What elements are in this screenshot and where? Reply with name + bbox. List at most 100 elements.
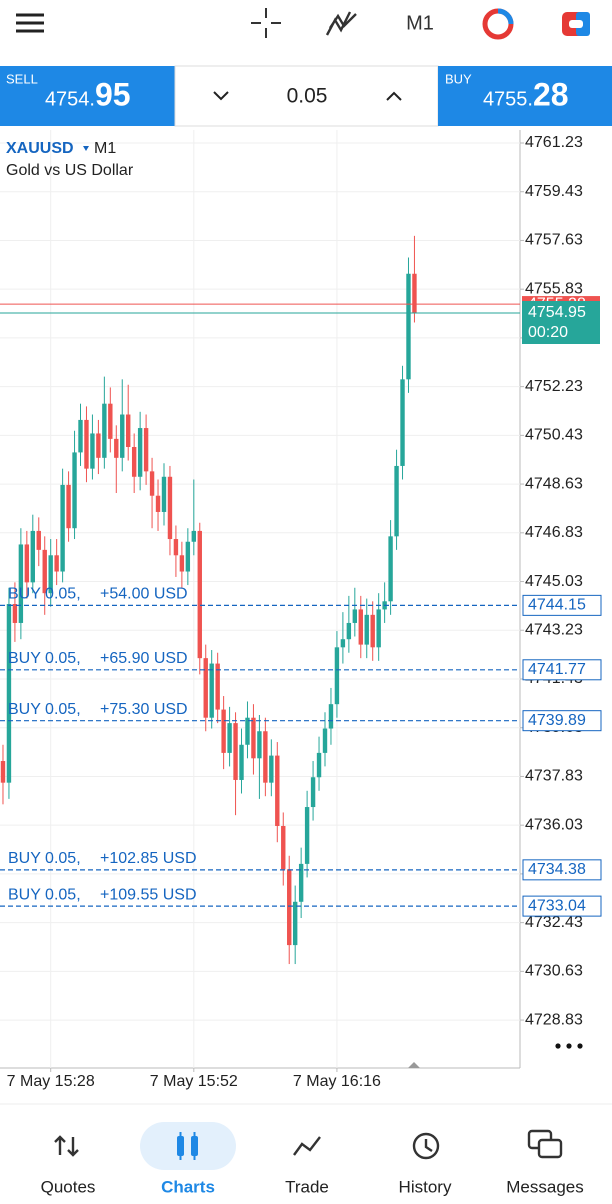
y-tick-label: 4750.43 <box>525 427 583 444</box>
nav-tab[interactable]: Quotes <box>41 1177 96 1196</box>
candle-body <box>131 446 137 477</box>
buy-button[interactable] <box>438 66 612 126</box>
candle-body <box>173 539 179 556</box>
candle-body <box>155 495 161 512</box>
candle-body <box>287 869 292 946</box>
y-tick-label: 4737.83 <box>525 768 583 785</box>
candle-body <box>257 731 262 759</box>
y-tick-label: 4755.83 <box>525 280 583 297</box>
candle-body <box>60 484 65 572</box>
candle-body <box>12 604 18 623</box>
sell-price-big: 95 <box>95 76 131 112</box>
candle-body <box>298 863 304 902</box>
candle-body <box>90 433 95 469</box>
nav-tab[interactable]: Charts <box>161 1177 215 1196</box>
candle-body <box>30 530 35 583</box>
symbol[interactable]: XAUUSD <box>6 140 74 157</box>
indicators-button[interactable] <box>325 11 357 36</box>
candle-body <box>167 476 173 540</box>
candle-body <box>209 663 214 718</box>
candle-body <box>400 379 405 466</box>
candle-body <box>18 544 24 623</box>
y-tick-label: 4730.63 <box>525 963 583 980</box>
y-tick-label: 4746.83 <box>525 524 583 541</box>
order-profit: +65.90 USD <box>100 650 188 667</box>
order-price-box <box>522 859 602 881</box>
chart-overlay: XAUUSD M1 Gold vs US Dollar <box>6 140 583 1068</box>
candle-body <box>54 555 59 572</box>
candle-body <box>406 273 411 380</box>
candle-body <box>203 658 208 718</box>
order-price-box <box>522 659 602 681</box>
symbol-description: Gold vs US Dollar <box>6 162 134 179</box>
sell-button[interactable] <box>0 66 175 126</box>
y-tick-label: 4745.03 <box>525 573 583 590</box>
order-price-label: 4744.15 <box>528 597 586 614</box>
trade-mode-button[interactable] <box>562 12 590 36</box>
order-profit: +54.00 USD <box>100 586 188 603</box>
y-tick-label: 4736.03 <box>525 816 583 833</box>
volume[interactable]: 0.05 <box>287 85 328 108</box>
candle-body <box>215 663 220 710</box>
order-label: BUY 0.05, <box>8 650 81 667</box>
candle-body <box>6 604 12 783</box>
scroll-marker[interactable] <box>408 1062 420 1068</box>
buy-label: BUY <box>445 71 472 86</box>
candle-body <box>36 530 41 550</box>
candle-body <box>412 273 417 313</box>
nav-tab[interactable]: History <box>399 1177 452 1196</box>
nav-tab[interactable]: Messages <box>506 1177 583 1196</box>
symbol-dropdown[interactable] <box>83 146 89 151</box>
sell-label: SELL <box>6 71 38 86</box>
candle-body <box>0 761 6 783</box>
candle-body <box>269 755 274 783</box>
order-price-box <box>522 710 602 732</box>
candle-body <box>328 704 334 729</box>
order-profit: +102.85 USD <box>100 850 197 867</box>
candle-body <box>72 452 77 529</box>
volume-down[interactable] <box>213 91 229 101</box>
order-label: BUY 0.05, <box>8 586 81 603</box>
candle-body <box>143 428 149 472</box>
candle-body <box>370 614 375 648</box>
candle-body <box>179 555 185 572</box>
toolbar: M1 <box>16 8 590 40</box>
x-tick-label: 7 May 15:28 <box>7 1073 95 1090</box>
order-label: BUY 0.05, <box>8 850 81 867</box>
history-hands <box>424 1139 433 1152</box>
more-button[interactable] <box>555 1043 583 1049</box>
candle-body <box>340 639 346 648</box>
candle-body <box>78 419 83 453</box>
y-tick-label: 4728.83 <box>525 1011 583 1028</box>
bid-timer: 00:20 <box>528 324 568 341</box>
order-price-label: 4734.38 <box>528 861 586 878</box>
menu-button[interactable] <box>16 13 44 33</box>
candle-body <box>66 484 71 529</box>
candle-body <box>346 622 352 640</box>
history-icon <box>412 1132 440 1160</box>
timeframe-button[interactable]: M1 <box>406 12 434 34</box>
one-click-button[interactable] <box>482 8 514 40</box>
x-tick-label: 7 May 15:52 <box>150 1073 238 1090</box>
candle-body <box>221 709 226 753</box>
candle-body <box>239 744 244 780</box>
candle-body <box>292 901 298 946</box>
candle-body <box>191 530 197 542</box>
order-price-label: 4733.04 <box>528 897 586 914</box>
candle-body <box>96 433 101 458</box>
candle-body <box>197 530 202 659</box>
order-price-box <box>522 594 602 616</box>
volume-up[interactable] <box>386 91 402 101</box>
nav-tab[interactable]: Trade <box>285 1177 329 1196</box>
candle-body <box>126 414 131 447</box>
y-tick-label: 4757.63 <box>525 232 583 249</box>
candle-body <box>251 717 256 759</box>
messages-icon-back <box>537 1138 563 1159</box>
bid-price-label: 4754.95 <box>528 304 586 321</box>
candle-body <box>161 476 167 512</box>
crosshair-button[interactable] <box>251 8 281 38</box>
order-label: BUY 0.05, <box>8 886 81 903</box>
bottom-nav: Quotes Charts Trade History Messages <box>0 1103 612 1196</box>
buy-price-big: 28 <box>533 76 569 112</box>
candle-body <box>304 807 310 864</box>
